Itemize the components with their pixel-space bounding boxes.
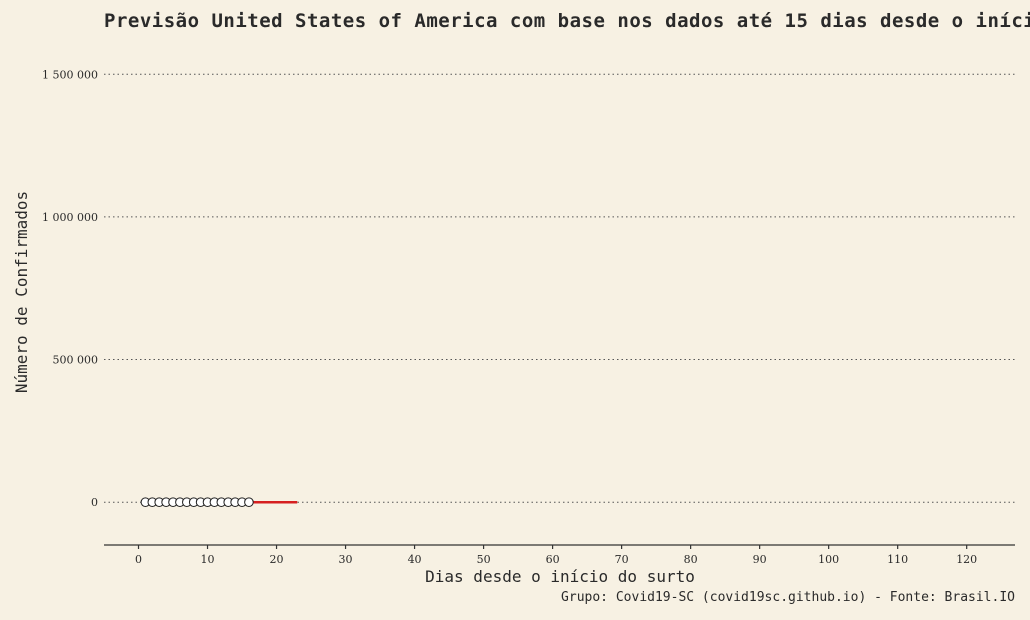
y-axis-label: Número de Confirmados bbox=[12, 191, 31, 393]
x-tick-label: 60 bbox=[546, 553, 560, 566]
x-tick-label: 0 bbox=[135, 553, 142, 566]
y-tick-label: 500 000 bbox=[53, 354, 99, 367]
x-tick-label: 90 bbox=[753, 553, 767, 566]
grid-layer bbox=[104, 74, 1015, 502]
x-tick-label: 50 bbox=[477, 553, 491, 566]
chart-title: Previsão United States of America com ba… bbox=[104, 10, 1030, 32]
x-tick-label: 40 bbox=[408, 553, 422, 566]
y-tick-label: 0 bbox=[91, 496, 98, 509]
x-axis-label: Dias desde o início do surto bbox=[425, 567, 695, 586]
y-tick-label: 1 500 000 bbox=[42, 68, 98, 81]
series-layer bbox=[141, 498, 297, 507]
x-tick-label: 30 bbox=[339, 553, 353, 566]
x-tick-label: 100 bbox=[818, 553, 839, 566]
x-tick-label: 110 bbox=[887, 553, 908, 566]
axis-layer: 0 500 000 1 000 000 1 500 000 0 10 20 30 40 50 60 7… bbox=[42, 68, 1015, 566]
x-tick-label: 70 bbox=[615, 553, 629, 566]
chart-caption: Grupo: Covid19-SC (covid19sc.github.io) … bbox=[561, 590, 1015, 605]
x-tick-label: 80 bbox=[684, 553, 698, 566]
x-tick-label: 20 bbox=[270, 553, 284, 566]
x-tick-label: 10 bbox=[201, 553, 215, 566]
data-point bbox=[245, 498, 254, 507]
y-tick-label: 1 000 000 bbox=[42, 211, 98, 224]
x-tick-label: 120 bbox=[956, 553, 977, 566]
